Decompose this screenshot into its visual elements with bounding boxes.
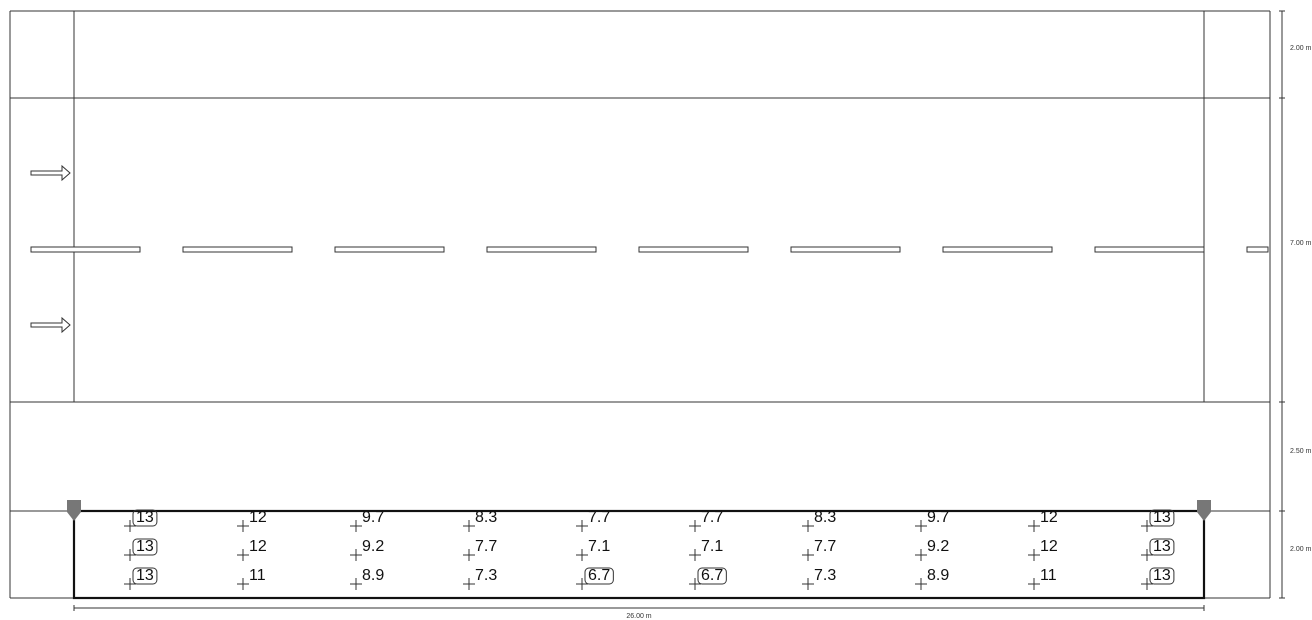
extreme-box [697, 567, 727, 585]
luminaire [67, 500, 81, 521]
extreme-box [132, 509, 158, 527]
dimension-label: 7.00 m [1290, 240, 1312, 247]
grid-value: 9.7 [927, 509, 949, 526]
grid-value: 13 [136, 567, 154, 584]
extreme-box [1149, 538, 1175, 556]
grid-point [350, 520, 362, 532]
grid-point [463, 520, 475, 532]
value-grid: 13 12 9.7 8.3 7.7 7.7 8.3 9.7 12 13 13 12 9.2 7.7 7.1 7… [124, 509, 1175, 590]
lane-dash [638, 246, 749, 253]
dimension-label: 2.00 m [1290, 45, 1312, 52]
grid-value: 8.3 [475, 509, 497, 526]
grid-point [576, 578, 588, 590]
grid-point [1141, 520, 1153, 532]
lane-dash [30, 246, 141, 253]
grid-value: 13 [1153, 567, 1171, 584]
grid-value: 7.7 [475, 538, 497, 555]
grid-point [1028, 549, 1040, 561]
grid-value: 6.7 [588, 567, 610, 584]
extreme-box [1149, 567, 1175, 585]
grid-value: 13 [1153, 538, 1171, 555]
grid-point [802, 578, 814, 590]
extreme-box [132, 567, 158, 585]
grid-point [350, 549, 362, 561]
grid-point [463, 549, 475, 561]
grid-point [350, 578, 362, 590]
grid-point [1141, 549, 1153, 561]
lane-dash [1246, 246, 1269, 253]
road-layout [9, 10, 1271, 600]
lane-dash [486, 246, 597, 253]
grid-value: 7.7 [814, 538, 836, 555]
grid-point [237, 549, 249, 561]
grid-value: 8.3 [814, 509, 836, 526]
grid-point [237, 520, 249, 532]
grid-point [689, 578, 701, 590]
dimension-label: 2.00 m [1290, 546, 1312, 553]
extreme-box [132, 538, 158, 556]
grid-point [576, 549, 588, 561]
grid-value: 7.3 [814, 567, 836, 584]
grid-value: 13 [136, 509, 154, 526]
grid-value: 12 [1040, 538, 1058, 555]
lane-dash [1094, 246, 1205, 253]
bottom-dimension: 26.00 m [73, 605, 1205, 620]
grid-point [463, 578, 475, 590]
grid-point [124, 578, 136, 590]
grid-point [802, 549, 814, 561]
grid-value: 7.1 [588, 538, 610, 555]
grid-point [237, 578, 249, 590]
grid-point [689, 549, 701, 561]
dimension-label: 2.50 m [1290, 448, 1312, 455]
luminaire [1197, 500, 1211, 521]
lane-dash [334, 246, 445, 253]
grid-value: 11 [1040, 567, 1057, 584]
extreme-box [584, 567, 614, 585]
grid-value: 8.9 [362, 567, 384, 584]
grid-value: 9.2 [927, 538, 949, 555]
grid-value: 11 [249, 567, 266, 584]
grid-value: 13 [1153, 509, 1171, 526]
extreme-box [1149, 509, 1175, 527]
grid-point [802, 520, 814, 532]
grid-point [689, 520, 701, 532]
grid-point [124, 549, 136, 561]
grid-value: 12 [1040, 509, 1058, 526]
direction-arrow [30, 164, 71, 182]
grid-point [576, 520, 588, 532]
grid-value: 8.9 [927, 567, 949, 584]
grid-point [1028, 578, 1040, 590]
right-dimension: 2.00 m 7.00 m 2.50 m 2.00 m [1279, 10, 1312, 599]
grid-value: 7.1 [701, 538, 723, 555]
lane-dash [942, 246, 1053, 253]
grid-point [1141, 578, 1153, 590]
calculation-field [72, 509, 1206, 600]
lane-dash [790, 246, 901, 253]
grid-point [915, 520, 927, 532]
grid-value: 13 [136, 538, 154, 555]
grid-point [124, 520, 136, 532]
direction-arrow [30, 316, 71, 334]
grid-value: 7.3 [475, 567, 497, 584]
grid-point [1028, 520, 1040, 532]
lane-markings [30, 246, 1269, 253]
dimension-label: 26.00 m [626, 613, 651, 620]
grid-point [915, 578, 927, 590]
grid-value: 9.2 [362, 538, 384, 555]
grid-value: 6.7 [701, 567, 723, 584]
grid-value: 9.7 [362, 509, 384, 526]
grid-value: 7.7 [588, 509, 610, 526]
grid-point [915, 549, 927, 561]
grid-value: 7.7 [701, 509, 723, 526]
lane-dash [182, 246, 293, 253]
grid-value: 12 [249, 509, 267, 526]
grid-value: 12 [249, 538, 267, 555]
